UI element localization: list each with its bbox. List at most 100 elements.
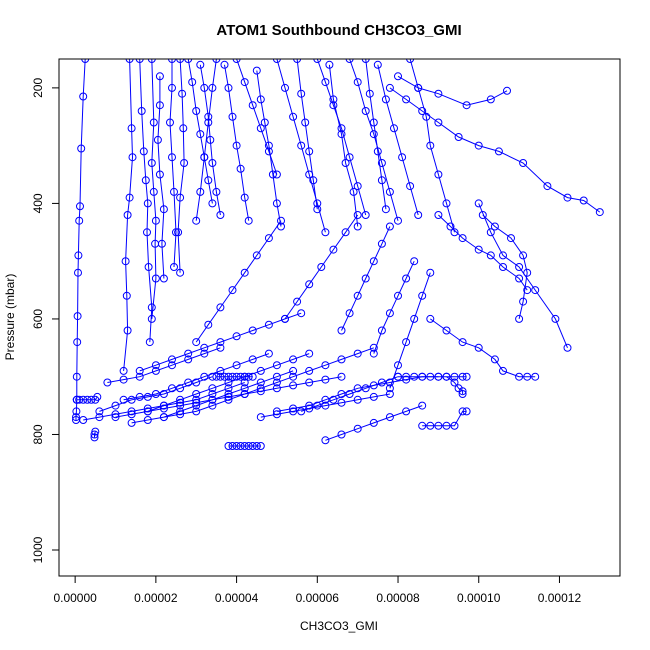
data-point <box>321 395 330 404</box>
data-point <box>248 101 257 110</box>
data-point <box>385 83 394 92</box>
data-point <box>111 401 120 410</box>
data-point <box>240 193 249 202</box>
data-point <box>329 95 338 104</box>
data-point <box>272 59 281 63</box>
y-axis: 200 400 600 800 1000 <box>31 78 59 563</box>
data-point <box>176 59 185 63</box>
data-point <box>172 228 180 237</box>
data-point <box>474 199 483 208</box>
data-point <box>293 59 302 63</box>
data-point <box>385 413 394 422</box>
data-point <box>337 430 346 439</box>
series-41 <box>442 372 467 398</box>
data-point <box>184 378 193 387</box>
data-point <box>127 124 136 133</box>
data-point <box>301 118 310 127</box>
data-point <box>402 372 411 381</box>
data-point <box>192 398 201 407</box>
data-point <box>418 421 427 430</box>
data-point <box>95 413 104 422</box>
data-point <box>515 274 524 283</box>
data-point <box>289 381 298 390</box>
data-point <box>103 378 112 387</box>
series-44 <box>119 349 273 404</box>
data-point <box>224 372 233 381</box>
data-point <box>321 361 330 370</box>
data-point <box>551 314 560 323</box>
data-point <box>373 147 382 156</box>
data-point <box>454 133 463 141</box>
data-point <box>422 112 431 121</box>
data-point <box>176 410 185 419</box>
data-point <box>176 268 185 277</box>
data-point <box>244 442 253 450</box>
series-line <box>328 64 359 227</box>
series-10 <box>184 59 217 208</box>
data-point <box>240 390 249 398</box>
data-point <box>95 407 104 416</box>
data-point <box>224 378 233 387</box>
data-point <box>252 251 261 260</box>
data-point <box>121 257 130 266</box>
series-18 <box>313 59 370 219</box>
series-40 <box>418 407 471 430</box>
data-point <box>394 372 402 381</box>
data-point <box>176 401 185 410</box>
data-point <box>341 228 350 237</box>
data-point <box>519 297 528 306</box>
data-point <box>337 398 346 407</box>
y-tick-label: 400 <box>31 193 45 213</box>
data-point <box>232 59 241 63</box>
data-point <box>353 211 362 219</box>
data-point <box>232 332 241 341</box>
data-point <box>442 326 451 335</box>
data-point <box>224 83 233 92</box>
data-point <box>228 286 237 295</box>
data-point <box>74 251 83 260</box>
data-point <box>135 59 144 63</box>
series-29 <box>426 314 540 381</box>
data-point <box>381 95 390 104</box>
data-point <box>212 372 221 381</box>
data-point <box>192 407 201 416</box>
series-5 <box>135 59 156 347</box>
data-point <box>402 375 411 384</box>
data-point <box>523 268 532 277</box>
data-point <box>462 407 471 416</box>
data-point <box>494 147 503 156</box>
data-point <box>200 343 209 352</box>
data-point <box>264 349 273 358</box>
data-point <box>216 211 225 219</box>
data-point <box>515 263 524 271</box>
data-point <box>79 416 88 424</box>
data-point <box>289 404 298 413</box>
data-point <box>377 239 386 248</box>
data-point <box>385 384 394 393</box>
data-point <box>277 216 285 225</box>
data-point <box>515 314 524 323</box>
y-axis-label: Pressure (mbar) <box>3 274 17 361</box>
data-point <box>143 392 152 401</box>
data-point <box>212 187 221 196</box>
series-line <box>397 75 508 106</box>
data-point <box>151 216 160 225</box>
data-point <box>178 89 187 98</box>
series-line <box>151 59 157 319</box>
data-point <box>208 199 217 208</box>
data-point <box>474 141 483 150</box>
series-34 <box>159 343 378 422</box>
series-45 <box>135 309 306 375</box>
data-point <box>75 216 84 225</box>
series-line <box>123 353 270 401</box>
data-point <box>184 349 193 358</box>
series-line <box>482 214 528 320</box>
series-19 <box>325 60 362 231</box>
data-point <box>519 251 528 260</box>
series-7 <box>153 72 168 283</box>
data-point <box>353 291 362 300</box>
data-point <box>442 421 451 430</box>
data-point <box>256 442 265 450</box>
data-point <box>458 372 467 381</box>
data-point <box>151 390 160 398</box>
